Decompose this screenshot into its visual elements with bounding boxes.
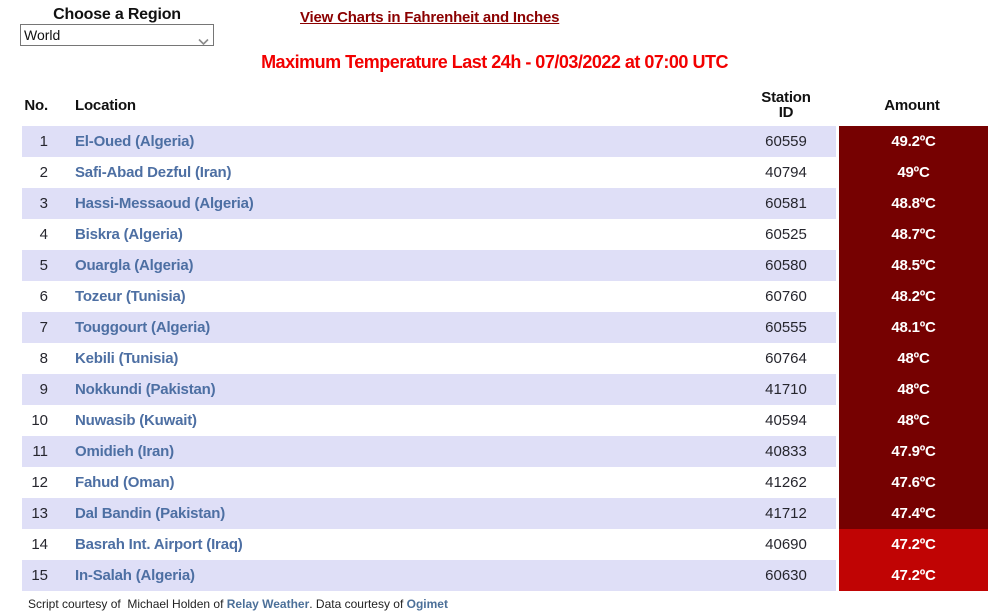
row-number: 11 (22, 436, 48, 467)
table-row: 12 Fahud (Oman) 41262 47.6ºC (22, 467, 988, 498)
header-no: No. (24, 96, 48, 114)
table-row: 7 Touggourt (Algeria) 60555 48.1ºC (22, 312, 988, 343)
row-amount: 48ºC (836, 374, 988, 405)
region-selector-label: Choose a Region (53, 6, 181, 23)
max-temperature-table: No. Location Station ID Amount 1 El-Oued … (22, 84, 988, 591)
row-station-id: 60764 (765, 350, 807, 367)
row-location: Omidieh (Iran) (48, 436, 736, 467)
row-station-id: 40833 (736, 436, 836, 467)
table-row: 9 Nokkundi (Pakistan) 41710 48ºC (22, 374, 988, 405)
row-amount: 47.4ºC (836, 498, 988, 529)
table-row: 13 Dal Bandin (Pakistan) 41712 47.4ºC (22, 498, 988, 529)
row-amount: 47.9ºC (836, 436, 988, 467)
ogimet-link[interactable]: Ogimet (406, 597, 448, 611)
row-amount: 49ºC (836, 157, 988, 188)
header-station-id: Station ID (761, 89, 811, 121)
row-amount: 47.6ºC (836, 467, 988, 498)
row-station-id: 60760 (765, 288, 807, 305)
region-selector-block: Choose a Region World (20, 6, 214, 46)
row-number: 15 (22, 560, 48, 591)
row-location: Touggourt (Algeria) (48, 312, 736, 343)
view-charts-fahrenheit-link[interactable]: View Charts in Fahrenheit and Inches (300, 9, 560, 26)
row-number: 2 (39, 164, 48, 181)
row-number: 8 (39, 350, 48, 367)
row-amount: 48ºC (836, 343, 988, 374)
row-number: 7 (22, 312, 48, 343)
footer-credits: Script courtesy of Michael Holden of Rel… (28, 597, 448, 611)
row-station-id: 41712 (736, 498, 836, 529)
row-number: 4 (39, 226, 48, 243)
row-station-id: 41262 (765, 474, 807, 491)
row-station-id: 40794 (765, 164, 807, 181)
row-station-id: 40690 (765, 536, 807, 553)
row-location: Fahud (Oman) (75, 474, 175, 491)
row-station-id: 60581 (736, 188, 836, 219)
row-location: Tozeur (Tunisia) (75, 288, 186, 305)
table-row: 15 In-Salah (Algeria) 60630 47.2ºC (22, 560, 988, 591)
row-station-id: 40594 (765, 412, 807, 429)
header-amount: Amount (884, 96, 940, 114)
row-amount: 48ºC (836, 405, 988, 436)
row-amount: 49.2ºC (836, 126, 988, 157)
table-row: 5 Ouargla (Algeria) 60580 48.5ºC (22, 250, 988, 281)
row-location: Biskra (Algeria) (75, 226, 183, 243)
row-location: Basrah Int. Airport (Iraq) (75, 536, 243, 553)
table-row: 1 El-Oued (Algeria) 60559 49.2ºC (22, 126, 988, 157)
row-amount: 48.8ºC (836, 188, 988, 219)
footer-text: Script courtesy of Michael Holden of (28, 597, 227, 611)
table-row: 10 Nuwasib (Kuwait) 40594 48ºC (22, 405, 988, 436)
table-row: 11 Omidieh (Iran) 40833 47.9ºC (22, 436, 988, 467)
row-station-id: 60559 (736, 126, 836, 157)
row-location: Safi-Abad Dezful (Iran) (75, 164, 232, 181)
table-row: 14 Basrah Int. Airport (Iraq) 40690 47.2… (22, 529, 988, 560)
region-select-wrap: World (20, 24, 214, 46)
row-amount: 47.2ºC (836, 560, 988, 591)
table-rows: 1 El-Oued (Algeria) 60559 49.2ºC 2 Safi-… (22, 126, 988, 591)
row-station-id: 41710 (736, 374, 836, 405)
row-location: Kebili (Tunisia) (75, 350, 179, 367)
row-number: 12 (31, 474, 48, 491)
row-location: El-Oued (Algeria) (48, 126, 736, 157)
table-row: 3 Hassi-Messaoud (Algeria) 60581 48.8ºC (22, 188, 988, 219)
table-row: 6 Tozeur (Tunisia) 60760 48.2ºC (22, 281, 988, 312)
row-number: 14 (31, 536, 48, 553)
row-station-id: 60630 (736, 560, 836, 591)
row-number: 10 (31, 412, 48, 429)
row-location: Hassi-Messaoud (Algeria) (48, 188, 736, 219)
row-location: Ouargla (Algeria) (48, 250, 736, 281)
relay-weather-link[interactable]: Relay Weather (226, 597, 310, 611)
row-number: 1 (22, 126, 48, 157)
row-amount: 48.7ºC (836, 219, 988, 250)
row-location: Nuwasib (Kuwait) (75, 412, 197, 429)
row-amount: 48.2ºC (836, 281, 988, 312)
footer-text: . Data courtesy of (309, 597, 407, 611)
row-station-id: 60580 (736, 250, 836, 281)
row-number: 5 (22, 250, 48, 281)
table-row: 2 Safi-Abad Dezful (Iran) 40794 49ºC (22, 157, 988, 188)
row-location: In-Salah (Algeria) (48, 560, 736, 591)
row-station-id: 60555 (736, 312, 836, 343)
row-station-id: 60525 (765, 226, 807, 243)
table-row: 4 Biskra (Algeria) 60525 48.7ºC (22, 219, 988, 250)
row-amount: 47.2ºC (836, 529, 988, 560)
region-select[interactable]: World (20, 24, 214, 46)
row-location: Nokkundi (Pakistan) (48, 374, 736, 405)
row-amount: 48.1ºC (836, 312, 988, 343)
row-number: 6 (39, 288, 48, 305)
row-number: 13 (22, 498, 48, 529)
row-amount: 48.5ºC (836, 250, 988, 281)
row-location: Dal Bandin (Pakistan) (48, 498, 736, 529)
row-number: 9 (22, 374, 48, 405)
table-header-row: No. Location Station ID Amount (22, 84, 988, 126)
header-location: Location (75, 96, 136, 114)
page-title: Maximum Temperature Last 24h - 07/03/202… (261, 52, 728, 72)
table-row: 8 Kebili (Tunisia) 60764 48ºC (22, 343, 988, 374)
row-number: 3 (22, 188, 48, 219)
